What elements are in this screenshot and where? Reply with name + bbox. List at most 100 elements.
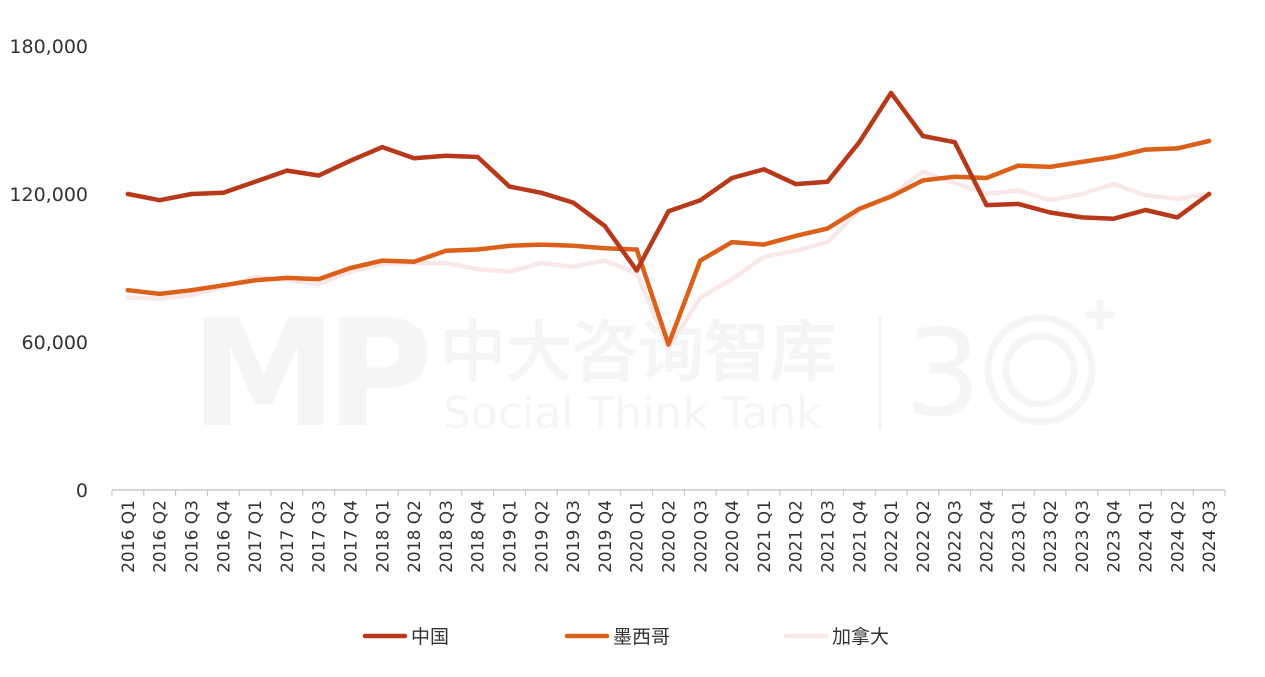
data-point xyxy=(221,190,226,195)
x-tick-label: 2019 Q3 xyxy=(564,500,584,573)
data-point xyxy=(666,346,671,351)
data-point xyxy=(634,268,639,273)
data-point xyxy=(793,181,798,187)
series-line-1 xyxy=(125,90,1212,273)
data-point xyxy=(729,175,735,181)
data-point xyxy=(125,288,131,293)
data-point xyxy=(984,191,989,197)
data-point xyxy=(189,191,194,197)
x-tick-label: 2022 Q1 xyxy=(882,500,902,573)
x-tick-label: 2023 Q1 xyxy=(1009,500,1029,573)
data-point xyxy=(793,233,798,239)
x-tick-label: 2019 Q2 xyxy=(532,500,552,573)
data-point xyxy=(125,191,131,197)
data-point xyxy=(1016,188,1021,193)
data-point xyxy=(539,242,544,247)
data-point xyxy=(125,295,131,300)
data-point xyxy=(634,247,639,252)
data-point xyxy=(157,198,162,203)
data-point xyxy=(952,174,957,179)
x-tick-label: 2016 Q4 xyxy=(214,500,234,573)
y-tick-label: 180,000 xyxy=(9,36,88,58)
data-point xyxy=(666,209,671,214)
data-point xyxy=(1111,216,1116,221)
legend-label: 墨西哥 xyxy=(613,626,670,648)
data-point xyxy=(984,202,989,208)
data-point xyxy=(252,278,258,283)
data-point xyxy=(698,295,703,300)
data-point xyxy=(1047,210,1053,215)
x-tick-label: 2020 Q3 xyxy=(691,500,711,573)
x-tick-label: 2021 Q3 xyxy=(819,500,839,573)
data-point xyxy=(475,154,480,160)
x-tick-label: 2023 Q3 xyxy=(1073,500,1093,573)
data-point xyxy=(539,190,544,195)
x-tick-label: 2024 Q2 xyxy=(1168,500,1188,573)
x-tick-label: 2018 Q4 xyxy=(469,500,489,573)
data-point xyxy=(602,246,608,251)
data-point xyxy=(984,175,989,181)
data-point xyxy=(920,178,926,183)
data-point xyxy=(888,194,894,199)
data-point xyxy=(1175,196,1180,202)
data-point xyxy=(920,169,926,174)
data-point xyxy=(380,262,385,267)
data-point xyxy=(157,291,162,297)
data-point xyxy=(1175,215,1180,220)
data-point xyxy=(698,198,703,203)
data-point xyxy=(189,288,194,293)
watermark-badge-icon xyxy=(984,300,1115,426)
legend-label: 中国 xyxy=(411,626,449,648)
x-tick-label: 2021 Q4 xyxy=(850,500,870,573)
x-tick-label: 2021 Q1 xyxy=(755,500,775,573)
data-point xyxy=(411,259,417,264)
x-tick-label: 2024 Q3 xyxy=(1200,500,1220,573)
data-point xyxy=(761,242,767,247)
data-point xyxy=(1047,164,1053,170)
x-tick-label: 2019 Q4 xyxy=(596,500,616,573)
data-point xyxy=(348,265,353,271)
data-point xyxy=(857,140,862,145)
x-tick-label: 2023 Q2 xyxy=(1041,500,1061,573)
data-point xyxy=(380,258,385,263)
data-point xyxy=(507,269,512,274)
data-point xyxy=(539,260,544,266)
data-point xyxy=(1111,154,1116,160)
data-point xyxy=(443,260,449,266)
data-point xyxy=(157,296,162,301)
data-point xyxy=(1016,163,1021,168)
data-point xyxy=(1047,198,1053,203)
data-point xyxy=(1175,146,1180,151)
data-point xyxy=(952,180,957,186)
x-tick-label: 2019 Q1 xyxy=(501,500,521,573)
x-tick-label: 2022 Q3 xyxy=(946,500,966,573)
watermark: MP 中大咨询智库 Social Think Tank 3 xyxy=(190,288,1115,460)
x-tick-label: 2022 Q2 xyxy=(914,500,934,573)
data-point xyxy=(1143,207,1148,213)
data-point xyxy=(411,156,417,161)
x-tick-label: 2017 Q4 xyxy=(342,500,362,573)
data-point xyxy=(698,258,703,263)
data-point xyxy=(825,226,830,231)
data-point xyxy=(729,276,735,282)
data-point xyxy=(507,184,512,189)
data-point xyxy=(475,267,480,272)
data-point xyxy=(475,247,480,252)
data-point xyxy=(602,223,608,229)
data-point xyxy=(761,167,767,172)
data-point xyxy=(952,140,957,145)
x-tick-label: 2023 Q4 xyxy=(1105,500,1125,573)
watermark-badge-number: 3 xyxy=(905,305,981,444)
x-tick-label: 2017 Q2 xyxy=(278,500,298,573)
y-axis: 0 60,000 120,000 180,000 xyxy=(9,36,88,502)
x-tick-label: 2016 Q2 xyxy=(151,500,171,573)
x-tick-label: 2020 Q1 xyxy=(628,500,648,573)
y-tick-label: 0 xyxy=(76,480,88,502)
watermark-logo: MP xyxy=(190,288,428,460)
data-point xyxy=(316,173,321,178)
data-point xyxy=(1206,138,1212,144)
data-point xyxy=(1111,181,1116,187)
data-point xyxy=(666,342,671,347)
